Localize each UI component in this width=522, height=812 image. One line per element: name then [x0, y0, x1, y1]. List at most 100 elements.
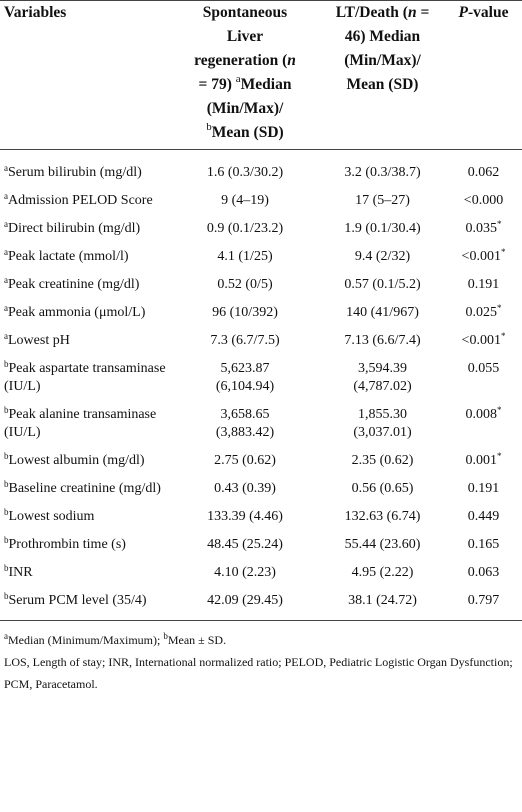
cell-text: 55.44 (23.60) [344, 537, 421, 552]
header-text: Variables [4, 4, 67, 21]
value-cell: 38.1 (24.72) [320, 587, 445, 621]
p-value-cell: 0.055 [445, 355, 522, 401]
table-row: aPeak lactate (mmol/l) 4.1 (1/25) 9.4 (2/3… [0, 243, 522, 271]
variable-cell: aPeak creatinine (mg/dl) [0, 271, 170, 299]
value-cell: 42.09 (29.45) [170, 587, 320, 621]
superscript: b [206, 121, 212, 133]
cell-text: 1,855.30 (3,037.01) [353, 407, 412, 440]
variable-name: Admission PELOD Score [8, 193, 153, 208]
cell-text: 0.56 (0.65) [351, 481, 414, 496]
header-text: n [407, 4, 417, 21]
variable-cell: bPeak aspartate transaminase (IU/L) [0, 355, 170, 401]
value-cell: 1.9 (0.1/30.4) [320, 215, 445, 243]
cell-text: 42.09 (29.45) [207, 593, 283, 608]
p-value-cell: 0.062 [445, 150, 522, 188]
superscript: a [4, 331, 8, 341]
value-cell: 17 (5–27) [320, 187, 445, 215]
p-value-cell: 0.025* [445, 299, 522, 327]
variable-cell: bBaseline creatinine (mg/dl) [0, 475, 170, 503]
cell-text: 3,658.65 (3,883.42) [215, 407, 275, 440]
header-text: = 79) [198, 76, 232, 93]
superscript: * [500, 331, 506, 341]
value-cell: 133.39 (4.46) [170, 503, 320, 531]
header-text: P [458, 4, 468, 21]
variable-name: Serum bilirubin (mg/dl) [8, 165, 142, 180]
value-cell: 55.44 (23.60) [320, 531, 445, 559]
cell-text: 4.1 (1/25) [217, 249, 273, 264]
cell-text: 0.449 [467, 509, 500, 524]
footnote-text: Mean ± SD. [167, 633, 227, 647]
value-cell: 0.52 (0/5) [170, 271, 320, 299]
value-cell: 5,623.87 (6,104.94) [170, 355, 320, 401]
cell-text: 0.43 (0.39) [214, 481, 276, 496]
variable-cell: bLowest sodium [0, 503, 170, 531]
p-value-cell: 0.063 [445, 559, 522, 587]
value-cell: 3,594.39 (4,787.02) [320, 355, 445, 401]
cell-text: <0.001 [461, 333, 501, 348]
superscript: b [4, 591, 9, 601]
variable-cell: aDirect bilirubin (mg/dl) [0, 215, 170, 243]
superscript: b [4, 359, 9, 369]
p-value-cell: 0.191 [445, 271, 522, 299]
value-cell: 4.1 (1/25) [170, 243, 320, 271]
p-value-cell: 0.001* [445, 447, 522, 475]
value-cell: 0.9 (0.1/23.2) [170, 215, 320, 243]
table-row: aPeak creatinine (mg/dl) 0.52 (0/5) 0.57 (… [0, 271, 522, 299]
footnote: aMedian (Minimum/Maximum); bMean ± SD. [4, 629, 518, 651]
header-text: Spontaneous Liver regeneration [194, 4, 288, 69]
variable-name: Prothrombin time (s) [8, 537, 126, 552]
value-cell: 4.10 (2.23) [170, 559, 320, 587]
value-cell: 7.3 (6.7/7.5) [170, 327, 320, 355]
cell-text: 2.35 (0.62) [351, 453, 414, 468]
variable-name: Lowest albumin (mg/dl) [8, 453, 145, 468]
variable-name: Peak alanine transaminase (IU/L) [4, 407, 157, 440]
header-cell: LT/Death (n = 46) Median (Min/Max)/ Mean… [320, 0, 445, 150]
value-cell: 2.75 (0.62) [170, 447, 320, 475]
table-row: bLowest sodium 133.39 (4.46) 132.63 (6.74)… [0, 503, 522, 531]
cell-text: 1.9 (0.1/30.4) [344, 221, 421, 236]
cell-text: 132.63 (6.74) [344, 509, 421, 524]
value-cell: 132.63 (6.74) [320, 503, 445, 531]
superscript: b [4, 451, 9, 461]
footnotes: aMedian (Minimum/Maximum); bMean ± SD. L… [0, 621, 522, 695]
cell-text: 38.1 (24.72) [348, 593, 417, 608]
superscript: a [4, 303, 8, 313]
cell-text: 0.191 [467, 481, 500, 496]
variable-name: Lowest pH [8, 333, 70, 348]
cell-text: 0.165 [467, 537, 500, 552]
value-cell: 0.57 (0.1/5.2) [320, 271, 445, 299]
superscript: a [4, 163, 8, 173]
variable-name: INR [8, 565, 33, 580]
header-text: ( [402, 4, 408, 21]
cell-text: 0.035 [465, 221, 498, 236]
header-cell: P-value [445, 0, 522, 150]
superscript: * [497, 451, 502, 461]
superscript: b [4, 405, 9, 415]
cell-text: <0.001 [461, 249, 501, 264]
value-cell: 3,658.65 (3,883.42) [170, 401, 320, 447]
variable-cell: aPeak ammonia (μmol/L) [0, 299, 170, 327]
cell-text: 96 (10/392) [212, 305, 278, 320]
footnote-text: Median (Minimum/Maximum); [8, 633, 164, 647]
cell-text: 140 (41/967) [346, 305, 419, 320]
table-row: bLowest albumin (mg/dl) 2.75 (0.62) 2.35 (… [0, 447, 522, 475]
p-value-cell: 0.191 [445, 475, 522, 503]
variable-cell: aAdmission PELOD Score [0, 187, 170, 215]
table-row: bSerum PCM level (35/4) 42.09 (29.45) 38.1… [0, 587, 522, 621]
value-cell: 3.2 (0.3/38.7) [320, 150, 445, 188]
p-value-cell: 0.797 [445, 587, 522, 621]
cell-text: 1.6 (0.3/30.2) [206, 165, 284, 180]
value-cell: 0.56 (0.65) [320, 475, 445, 503]
cell-text: 0.797 [467, 593, 500, 608]
superscript: b [4, 479, 9, 489]
cell-text: 0.008 [465, 407, 498, 422]
p-value-cell: <0.000 [445, 187, 522, 215]
superscript: * [497, 405, 502, 415]
variable-name: Lowest sodium [8, 509, 95, 524]
header-text: Median (Min/Max)/ [206, 76, 292, 117]
cell-text: 0.52 (0/5) [217, 277, 273, 292]
variable-cell: bProthrombin time (s) [0, 531, 170, 559]
variable-name: Peak ammonia (μmol/L) [8, 305, 146, 320]
p-value-cell: <0.001* [445, 327, 522, 355]
